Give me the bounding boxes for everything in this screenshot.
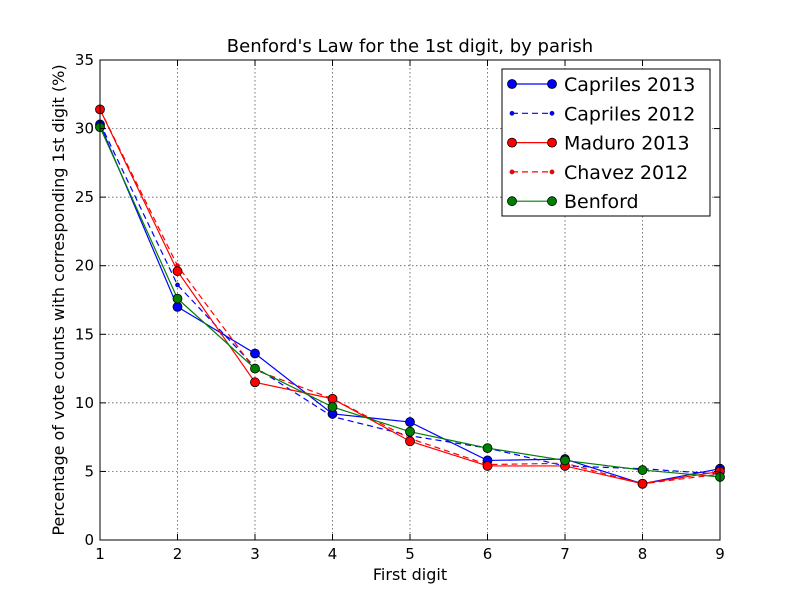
legend-marker bbox=[549, 110, 555, 116]
legend-label: Capriles 2013 bbox=[564, 74, 695, 96]
data-point-benford bbox=[172, 293, 183, 304]
legend-label: Maduro 2013 bbox=[564, 133, 690, 155]
legend-marker bbox=[507, 79, 517, 89]
y-tick-label: 30 bbox=[75, 120, 94, 138]
series-group bbox=[95, 104, 725, 489]
data-point-benford bbox=[637, 465, 648, 475]
y-tick-label: 20 bbox=[75, 257, 94, 275]
ticks: 1 2 3 4 5 6 7 8 9 0 5 10 15 20 25 30 35 bbox=[75, 51, 725, 563]
data-point-capriles-2013 bbox=[172, 301, 183, 312]
data-point-maduro-2013 bbox=[637, 478, 648, 489]
data-point-maduro-2013 bbox=[250, 377, 260, 388]
series-maduro-2013 bbox=[95, 104, 725, 489]
data-point-benford bbox=[560, 455, 570, 466]
legend-label: Chavez 2012 bbox=[564, 162, 688, 184]
data-point-benford bbox=[482, 443, 493, 454]
legend-marker bbox=[547, 196, 557, 207]
legend-marker bbox=[509, 169, 515, 175]
y-tick-label: 10 bbox=[75, 394, 94, 412]
legend-marker bbox=[547, 137, 557, 148]
data-point-capriles-2013 bbox=[250, 348, 260, 359]
legend-marker bbox=[509, 110, 515, 116]
x-axis-title: First digit bbox=[373, 565, 447, 584]
legend-label: Capriles 2012 bbox=[564, 103, 695, 125]
legend-marker bbox=[547, 79, 557, 89]
data-point-benford bbox=[250, 363, 260, 374]
legend: Capriles 2013 Capriles 2012 Maduro 2013 Cha… bbox=[501, 68, 711, 217]
legend-marker bbox=[549, 169, 555, 175]
x-tick-label: 2 bbox=[173, 545, 183, 563]
x-tick-label: 9 bbox=[715, 545, 725, 563]
x-tick-label: 5 bbox=[405, 545, 415, 563]
y-tick-label: 5 bbox=[84, 462, 94, 480]
y-tick-label: 0 bbox=[84, 531, 94, 549]
data-point-maduro-2013 bbox=[482, 461, 493, 471]
series-benford bbox=[95, 122, 725, 482]
data-point-maduro-2013 bbox=[405, 436, 415, 447]
x-tick-label: 7 bbox=[560, 545, 570, 563]
x-tick-label: 8 bbox=[638, 545, 648, 563]
y-tick-label: 25 bbox=[75, 188, 94, 206]
chart-title: Benford's Law for the 1st digit, by pari… bbox=[227, 36, 593, 57]
y-tick-label: 35 bbox=[75, 51, 94, 69]
data-point-capriles-2012 bbox=[330, 414, 335, 419]
x-tick-label: 4 bbox=[328, 545, 338, 563]
legend-item-maduro-2013: Maduro 2013 bbox=[507, 133, 690, 155]
data-point-benford bbox=[405, 426, 415, 437]
y-axis-title: Percentage of vote counts with correspon… bbox=[49, 64, 68, 535]
x-tick-label: 3 bbox=[250, 545, 260, 563]
legend-item-capriles-2012: Capriles 2012 bbox=[509, 103, 695, 125]
data-point-capriles-2013 bbox=[405, 417, 415, 427]
legend-label: Benford bbox=[564, 191, 639, 213]
data-point-maduro-2013 bbox=[327, 393, 338, 404]
legend-marker bbox=[507, 137, 517, 148]
data-point-maduro-2013 bbox=[172, 266, 183, 277]
legend-item-benford: Benford bbox=[507, 191, 639, 213]
legend-item-capriles-2013: Capriles 2013 bbox=[507, 74, 695, 96]
x-tick-label: 1 bbox=[95, 545, 105, 563]
legend-marker bbox=[507, 196, 517, 207]
legend-item-chavez-2012: Chavez 2012 bbox=[509, 162, 688, 184]
y-tick-label: 15 bbox=[75, 325, 94, 343]
x-tick-label: 6 bbox=[483, 545, 493, 563]
data-point-capriles-2012 bbox=[175, 282, 180, 288]
data-point-benford bbox=[327, 402, 338, 412]
